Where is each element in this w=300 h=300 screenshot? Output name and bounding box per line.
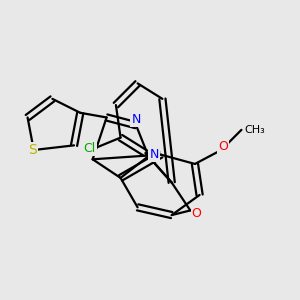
Text: S: S (28, 143, 37, 157)
Text: Cl: Cl (83, 142, 96, 155)
Text: O: O (192, 207, 201, 220)
Text: O: O (218, 140, 228, 153)
Text: N: N (149, 148, 159, 161)
Text: N: N (131, 113, 141, 126)
Text: CH₃: CH₃ (244, 125, 265, 135)
